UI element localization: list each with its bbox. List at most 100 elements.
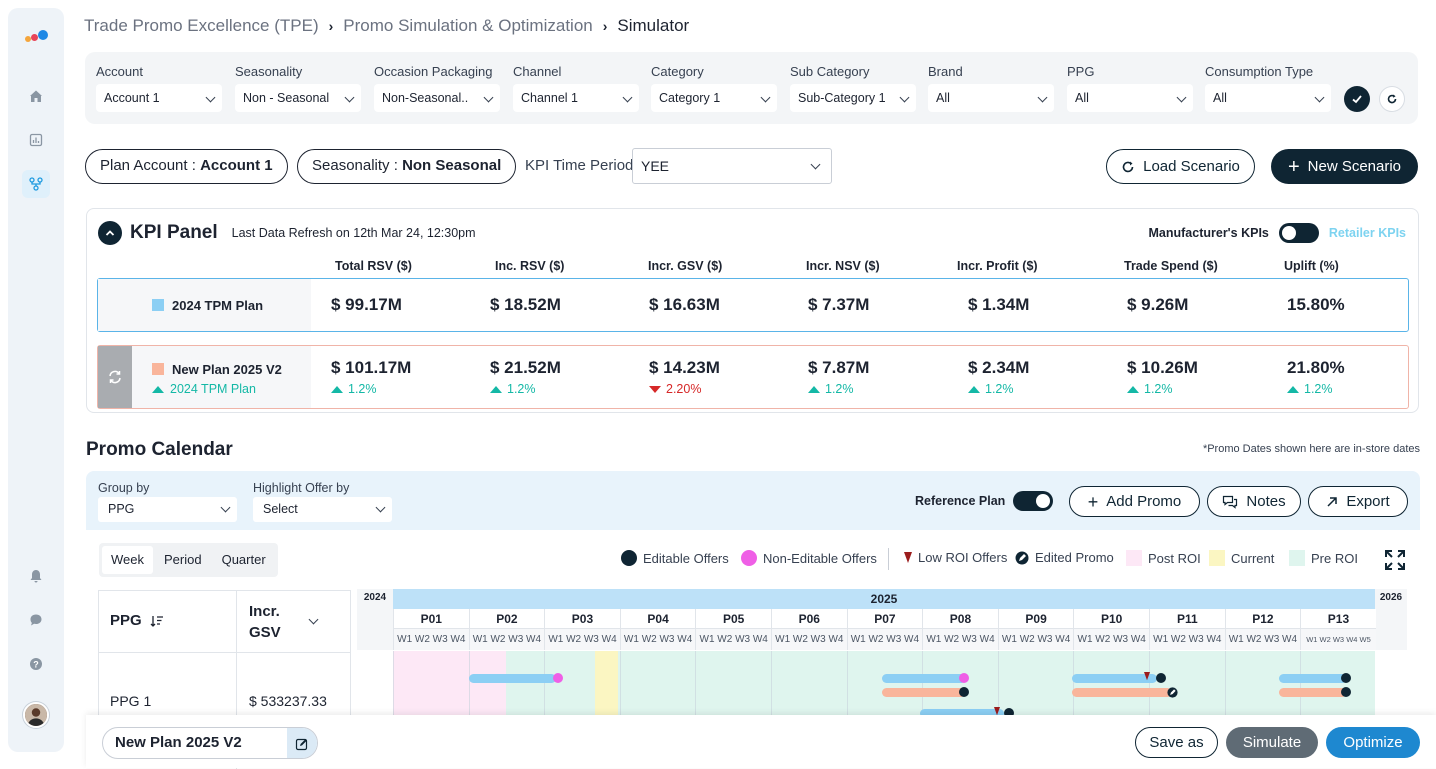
base-incr-profit: $ 1.34M xyxy=(968,295,1030,314)
chevron-down-icon xyxy=(375,502,386,513)
legend-label: Editable Offers xyxy=(643,550,729,566)
new-scenario-button[interactable]: + New Scenario xyxy=(1271,149,1418,184)
svg-text:?: ? xyxy=(33,659,39,669)
new-scenario-label: New Scenario xyxy=(1307,158,1402,175)
add-promo-button[interactable]: + Add Promo xyxy=(1069,486,1200,517)
non-editable-offer-marker[interactable] xyxy=(553,673,563,683)
editable-offer-marker[interactable] xyxy=(1341,673,1351,683)
edited-promo-icon xyxy=(1015,551,1029,564)
kpi-header-total-rsv: Total RSV ($) xyxy=(335,259,412,273)
promo-bar-new[interactable] xyxy=(1072,688,1172,697)
new-plan-name-cell: New Plan 2025 V2 2024 TPM Plan xyxy=(132,346,311,408)
gsv-column-header[interactable]: Incr. GSV xyxy=(249,603,281,641)
export-button[interactable]: Export xyxy=(1308,486,1408,517)
delta-value: 1.2% xyxy=(985,382,1014,396)
expand-button[interactable] xyxy=(1385,550,1405,575)
plan-name-field[interactable]: New Plan 2025 V2 xyxy=(102,727,318,759)
sub-category-select[interactable]: Sub-Category 1 xyxy=(790,84,916,112)
legend-post-roi: Post ROI xyxy=(1126,550,1201,566)
filter-label: Brand xyxy=(928,64,963,79)
edit-icon xyxy=(295,738,308,751)
help-icon[interactable]: ? xyxy=(22,650,50,678)
brand-select[interactable]: All xyxy=(928,84,1054,112)
year-prev-col xyxy=(357,589,393,650)
promo-bar-new[interactable] xyxy=(1279,688,1347,697)
promo-bar-base[interactable] xyxy=(1072,674,1157,683)
view-period-tab[interactable]: Period xyxy=(164,552,202,567)
simulator-icon[interactable] xyxy=(22,170,50,198)
swap-plan-button[interactable] xyxy=(98,346,132,408)
home-icon[interactable] xyxy=(22,82,50,110)
kpi-row-base-plan[interactable]: 2024 TPM Plan $ 99.17M $ 18.52M $ 16.63M… xyxy=(97,278,1409,332)
edit-plan-name-button[interactable] xyxy=(287,728,317,758)
simulate-button[interactable]: Simulate xyxy=(1226,727,1318,758)
base-uplift: 15.80% xyxy=(1287,295,1345,314)
reference-plan-toggle[interactable] xyxy=(1013,491,1053,511)
legend-low-roi: Low ROI Offers xyxy=(904,550,1007,565)
editable-offer-marker[interactable] xyxy=(1341,687,1351,697)
promo-bar-new[interactable] xyxy=(882,688,966,697)
seasonality-value: Non Seasonal xyxy=(402,157,502,174)
filter-value: All xyxy=(1075,91,1089,105)
promo-bar-base[interactable] xyxy=(1279,674,1347,683)
base-trade-spend: $ 9.26M xyxy=(1127,295,1189,314)
ppg-select[interactable]: All xyxy=(1067,84,1193,112)
filter-label: Channel xyxy=(513,64,562,79)
delta-value: 1.2% xyxy=(1144,382,1173,396)
view-quarter-tab[interactable]: Quarter xyxy=(221,552,266,567)
kpi-row-new-plan[interactable]: New Plan 2025 V2 2024 TPM Plan $ 101.17M… xyxy=(97,345,1409,409)
editable-offer-marker[interactable] xyxy=(1004,708,1014,718)
plan-account-label: Plan Account : xyxy=(100,157,201,174)
highlight-offer-select[interactable]: Select xyxy=(253,497,392,522)
week-header-p09: W1 W2 W3 W4 xyxy=(997,629,1074,650)
base-incr-gsv: $ 16.63M xyxy=(649,295,720,314)
report-icon[interactable] xyxy=(22,126,50,154)
promo-bar-base[interactable] xyxy=(882,674,966,683)
editable-offer-marker[interactable] xyxy=(959,687,969,697)
reset-filters-button[interactable] xyxy=(1379,86,1405,112)
channel-select[interactable]: Channel 1 xyxy=(513,84,639,112)
breadcrumb: Trade Promo Excellence (TPE) › Promo Sim… xyxy=(84,16,689,36)
kpi-type-switch[interactable] xyxy=(1278,223,1319,243)
chevron-down-icon xyxy=(205,92,216,103)
apply-filters-button[interactable] xyxy=(1344,86,1370,112)
period-column-line xyxy=(695,651,697,768)
account-select[interactable]: Account 1 xyxy=(96,84,222,112)
occasion-packaging-select[interactable]: Non-Seasonal.. xyxy=(374,84,500,112)
editable-offer-marker[interactable] xyxy=(1156,673,1166,683)
save-as-button[interactable]: Save as xyxy=(1135,727,1218,758)
group-by-select[interactable]: PPG xyxy=(98,497,237,522)
filter-value: All xyxy=(936,91,950,105)
seasonality-label: Seasonality : xyxy=(312,157,403,174)
delta-incr-gsv: 2.20% xyxy=(649,382,701,396)
promo-bar-base[interactable] xyxy=(920,709,1004,718)
collapse-toggle[interactable] xyxy=(98,221,122,245)
seasonality-pill: Seasonality : Non Seasonal xyxy=(297,149,517,184)
chat-icon[interactable] xyxy=(22,606,50,634)
breadcrumb-tpe[interactable]: Trade Promo Excellence (TPE) xyxy=(84,16,319,35)
seasonality-select[interactable]: Non - Seasonal xyxy=(235,84,361,112)
load-scenario-button[interactable]: Load Scenario xyxy=(1106,149,1255,184)
period-header-p08: P08 xyxy=(922,609,998,629)
app-logo[interactable] xyxy=(25,30,49,42)
new-uplift: 21.80% xyxy=(1287,358,1345,377)
view-week-tab[interactable]: Week xyxy=(102,546,153,574)
chevron-down-icon xyxy=(483,92,494,103)
notes-button[interactable]: Notes xyxy=(1207,486,1301,517)
optimize-button[interactable]: Optimize xyxy=(1326,727,1420,758)
ppg-column-header[interactable]: PPG xyxy=(110,612,164,629)
bell-icon[interactable] xyxy=(22,562,50,590)
category-select[interactable]: Category 1 xyxy=(651,84,777,112)
kpi-time-select[interactable]: YEE xyxy=(632,148,832,184)
week-header-p03: W1 W2 W3 W4 xyxy=(544,629,620,650)
promo-calendar-title: Promo Calendar xyxy=(86,439,233,460)
non-editable-offer-marker[interactable] xyxy=(959,673,969,683)
promo-bar-base[interactable] xyxy=(469,674,556,683)
consumption-type-select[interactable]: All xyxy=(1205,84,1331,112)
week-header-p13: W1 W2 W3 W4 W5 xyxy=(1300,629,1376,650)
user-avatar[interactable] xyxy=(23,702,49,728)
period-header-p09: P09 xyxy=(997,609,1074,629)
kpi-header-trade-spend: Trade Spend ($) xyxy=(1124,259,1218,273)
arrow-up-icon xyxy=(1287,385,1299,393)
breadcrumb-promo-sim[interactable]: Promo Simulation & Optimization xyxy=(343,16,593,35)
